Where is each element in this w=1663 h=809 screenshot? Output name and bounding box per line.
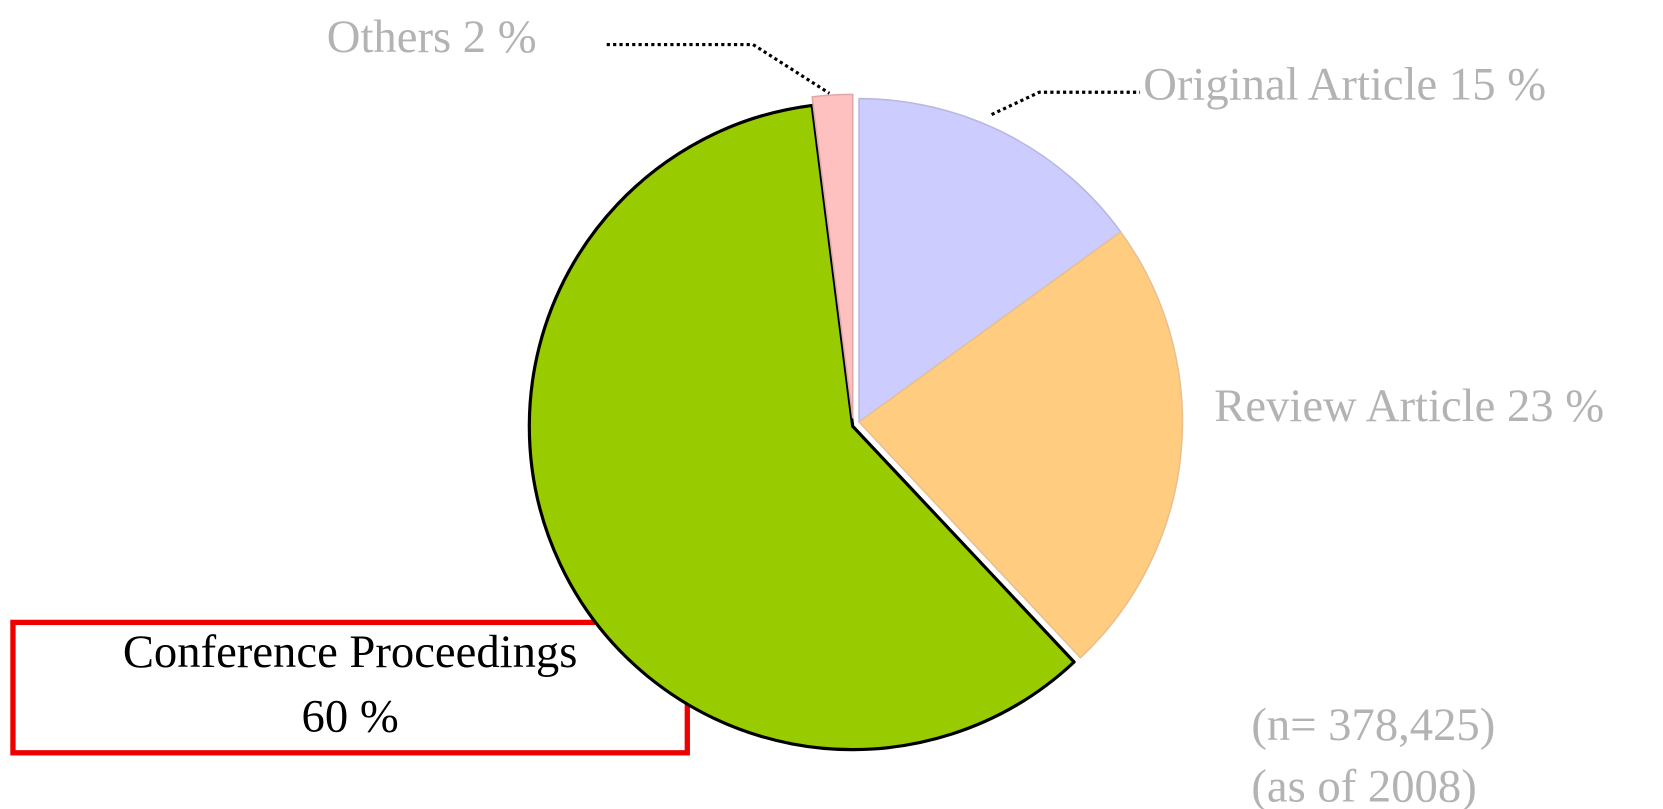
value-label: 60 %	[302, 691, 399, 743]
pie-slice	[527, 103, 1076, 752]
pie-slice	[811, 93, 854, 419]
slice-label: Original Article 15 %	[1143, 59, 1546, 111]
category-label: Original Article	[1143, 59, 1437, 111]
slice-label: Review Article 23 %	[1214, 380, 1604, 432]
category-label: Others	[327, 11, 451, 63]
pie-slice	[858, 97, 1122, 423]
pie-slice	[858, 231, 1184, 659]
value-label: 15 %	[1449, 59, 1546, 111]
category-label: Conference Proceedings	[123, 626, 578, 678]
annotation: (as of 2008)	[1251, 761, 1476, 809]
value-label: 2 %	[463, 11, 537, 63]
leader-line	[990, 90, 1141, 116]
category-label: Review Article	[1214, 380, 1495, 432]
annotation: (n= 378,425)	[1251, 699, 1495, 751]
slice-label: Others 2 %	[327, 11, 537, 63]
leader-line	[606, 42, 831, 95]
value-label: 23 %	[1507, 380, 1604, 432]
slice-label: Conference Proceedings 60 %	[123, 626, 578, 743]
